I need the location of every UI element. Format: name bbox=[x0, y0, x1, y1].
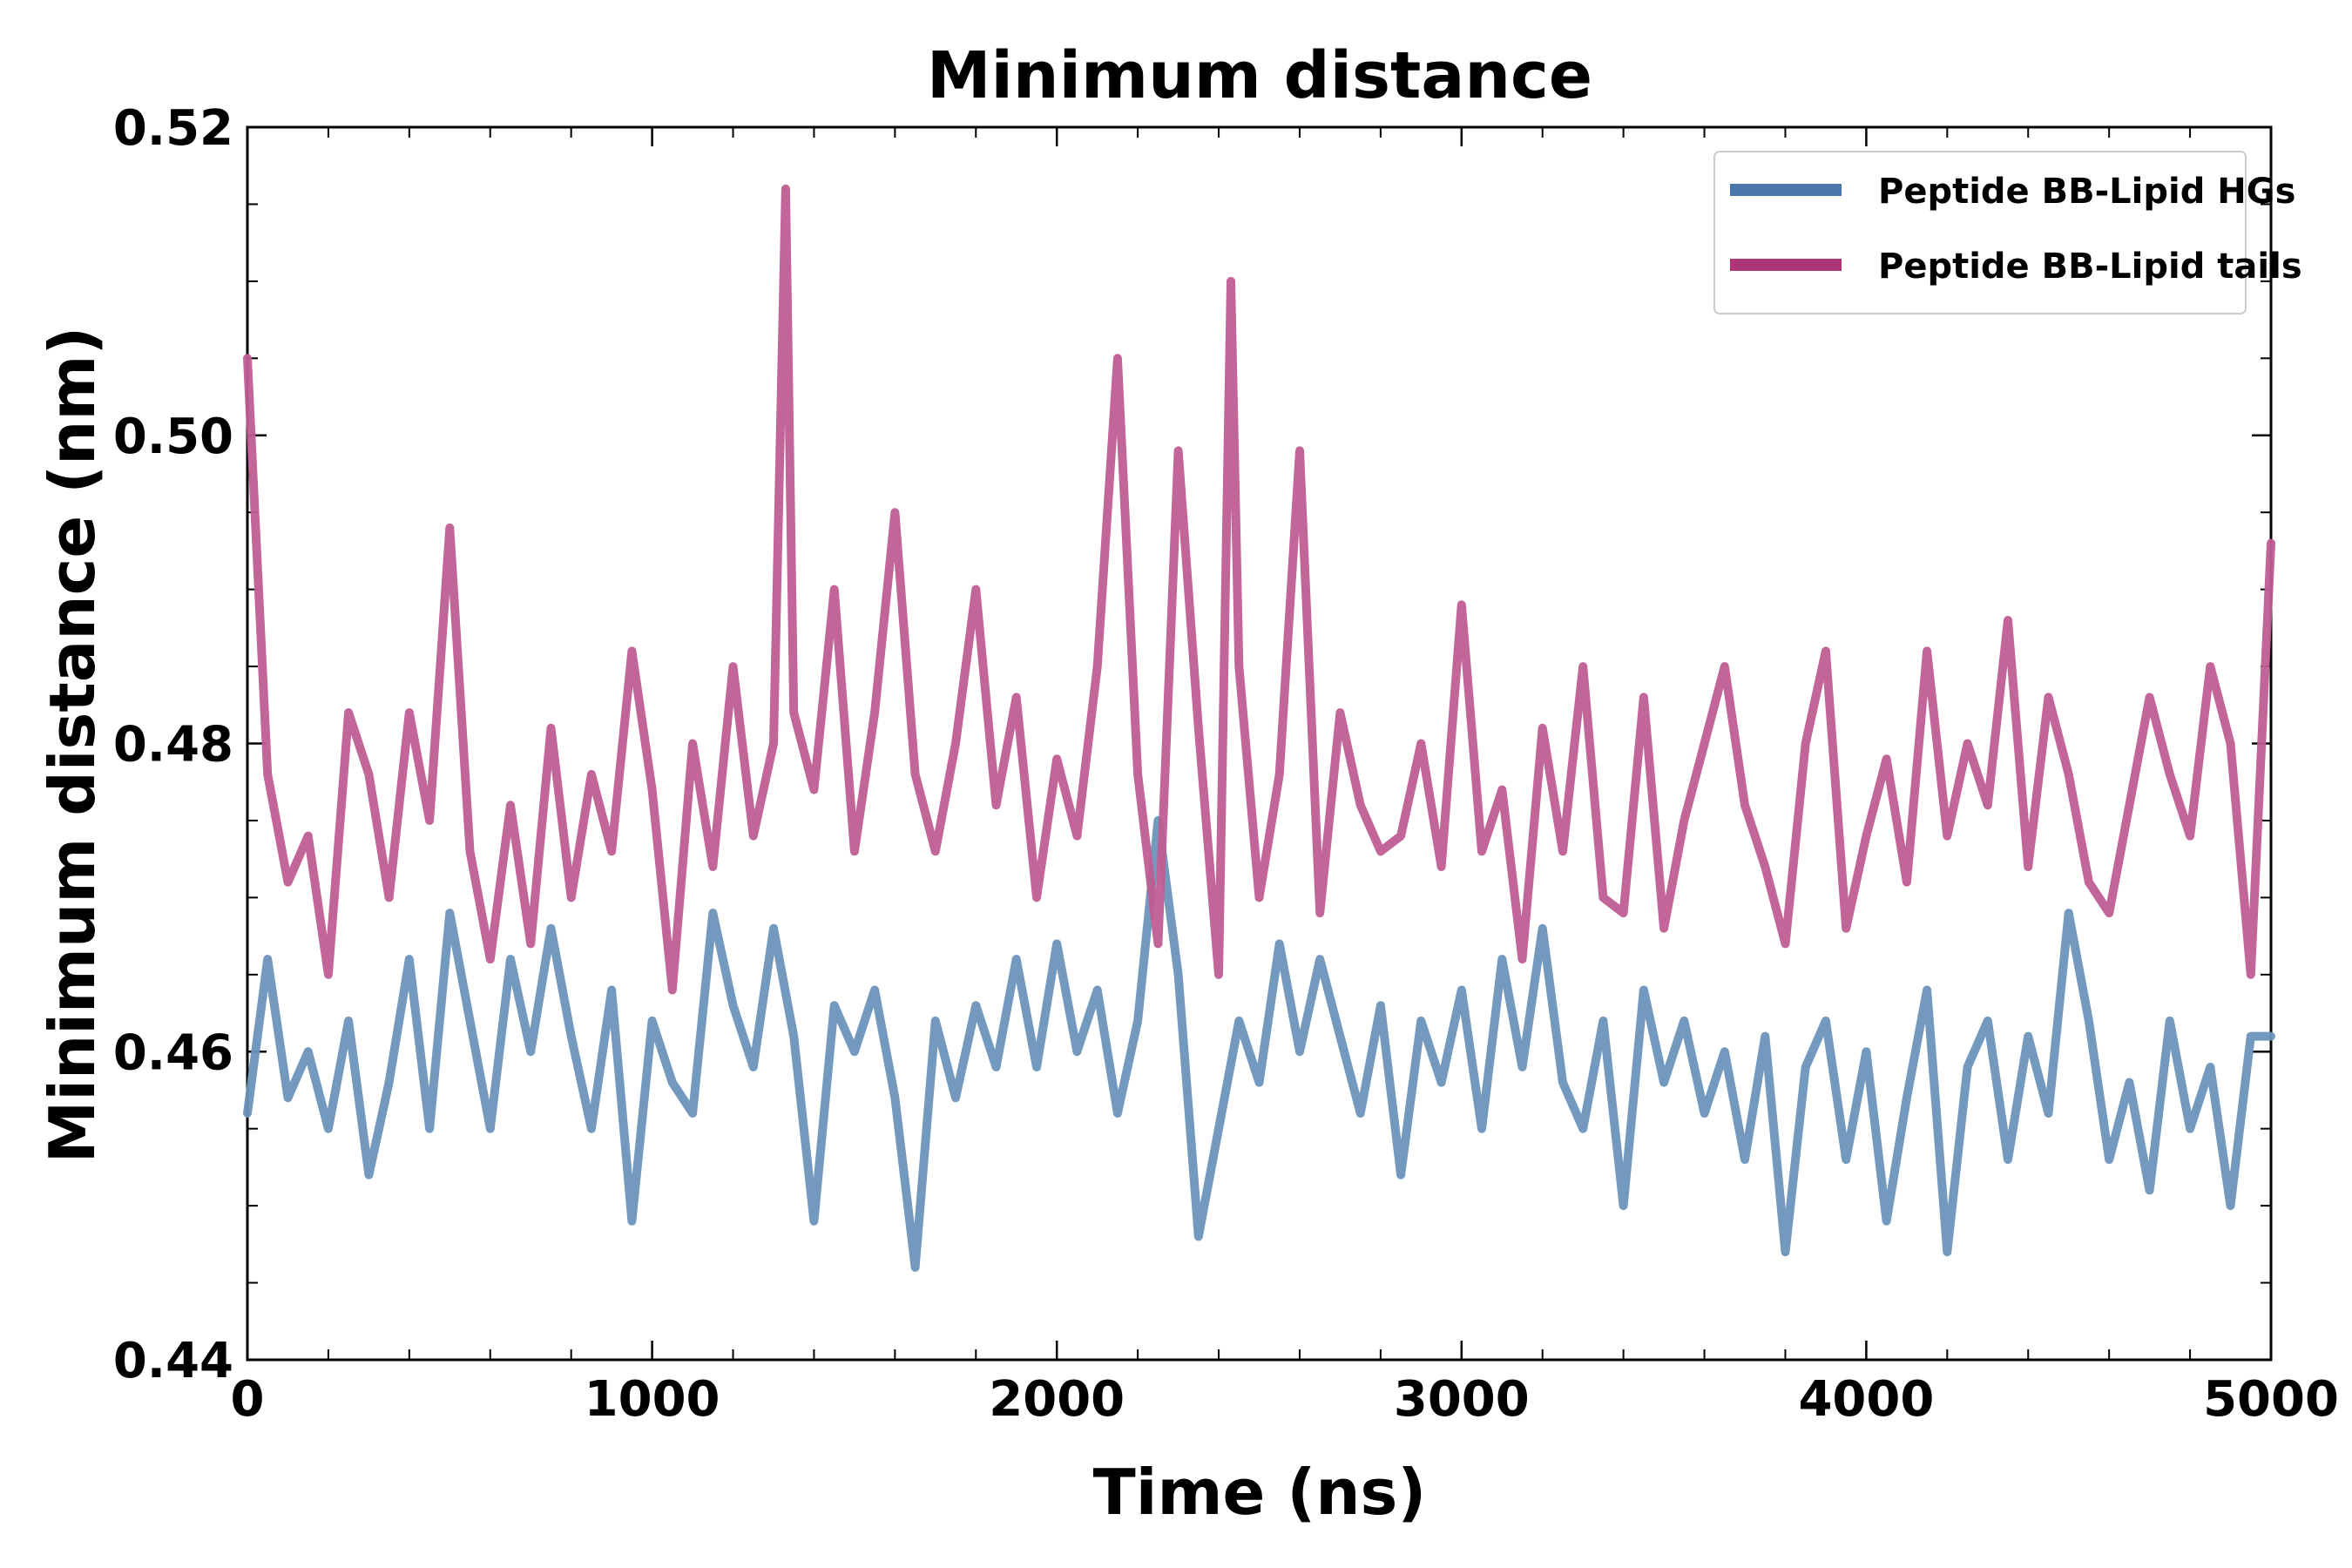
y-tick-label: 0.46 bbox=[113, 1024, 233, 1081]
legend: Peptide BB-Lipid HGs Peptide BB-Lipid ta… bbox=[1713, 151, 2302, 314]
series-lines bbox=[243, 184, 2275, 1272]
series-line-lipid-tails bbox=[243, 184, 2275, 995]
y-tick-label: 0.48 bbox=[113, 717, 233, 774]
y-axis-label: Minimum distance (nm) bbox=[36, 327, 109, 1164]
x-tick-label: 4000 bbox=[1798, 1371, 1934, 1428]
x-tick-label: 3000 bbox=[1394, 1371, 1530, 1428]
x-axis-label: Time (ns) bbox=[1093, 1456, 1427, 1529]
y-tick-label: 0.52 bbox=[113, 100, 233, 157]
chart-title: Minimum distance bbox=[927, 38, 1592, 113]
series-line-lipid-hgs bbox=[243, 815, 2275, 1272]
tick-labels: 0 1000 2000 3000 4000 5000 0.44 0.46 0.48 0.50 0.5… bbox=[113, 100, 2339, 1428]
legend-box bbox=[1713, 151, 2247, 314]
x-tick-label: 5000 bbox=[2203, 1371, 2339, 1428]
x-tick-label: 2000 bbox=[989, 1371, 1125, 1428]
y-tick-label: 0.50 bbox=[113, 409, 233, 465]
legend-label-hgs: Peptide BB-Lipid HGs bbox=[1878, 172, 2295, 212]
x-tick-label: 1000 bbox=[585, 1371, 720, 1428]
legend-label-tails: Peptide BB-Lipid tails bbox=[1878, 247, 2302, 287]
x-tick-label: 0 bbox=[231, 1371, 265, 1428]
y-tick-label: 0.44 bbox=[113, 1333, 233, 1389]
